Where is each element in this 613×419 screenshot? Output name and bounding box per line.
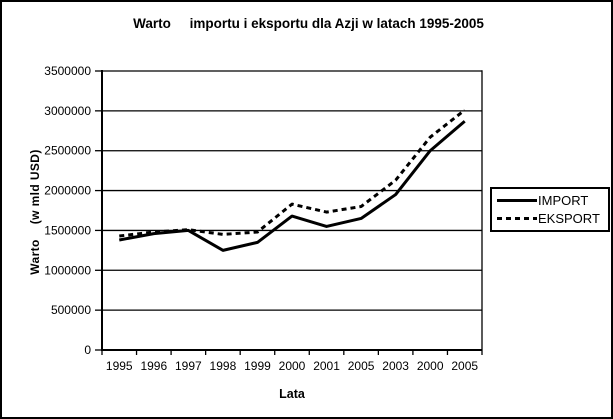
x-tick-label: 2000 (279, 359, 306, 373)
y-tick-label: 3000000 (44, 104, 91, 118)
legend-label-import: IMPORT (538, 192, 589, 208)
y-axis-title: Warto (w mld USD) (28, 149, 42, 275)
x-tick-label: 2005 (348, 359, 375, 373)
x-tick-label: 2001 (313, 359, 340, 373)
y-tick-label: 2000000 (44, 184, 91, 198)
x-tick-label: 1996 (140, 359, 167, 373)
legend-label-eksport: EKSPORT (538, 211, 600, 227)
y-tick-label: 0 (84, 343, 91, 357)
x-tick-label: 2003 (382, 359, 409, 373)
y-tick-label: 2500000 (44, 144, 91, 158)
x-tick-label: 1997 (175, 359, 202, 373)
chart-title: Warto importu i eksportu dla Azji w lata… (133, 16, 484, 31)
x-tick-label: 2000 (417, 359, 444, 373)
y-tick-label: 1500000 (44, 223, 91, 237)
legend-item-import: IMPORT (497, 193, 608, 208)
x-tick-label: 1999 (244, 359, 271, 373)
x-tick-label: 1995 (106, 359, 133, 373)
import-line-sample-icon (497, 198, 537, 202)
eksport-line-series (119, 108, 466, 238)
y-tick-label: 500000 (51, 303, 91, 317)
x-tick-label: 1998 (210, 359, 237, 373)
eksport-line-sample-icon (497, 217, 537, 221)
y-tick-label: 3500000 (44, 64, 91, 78)
legend-item-eksport: EKSPORT (497, 211, 608, 226)
y-tick-label: 1000000 (44, 263, 91, 277)
legend: IMPORT EKSPORT (490, 187, 610, 232)
x-tick-label: 2005 (451, 359, 478, 373)
x-axis-title: Lata (279, 387, 305, 401)
